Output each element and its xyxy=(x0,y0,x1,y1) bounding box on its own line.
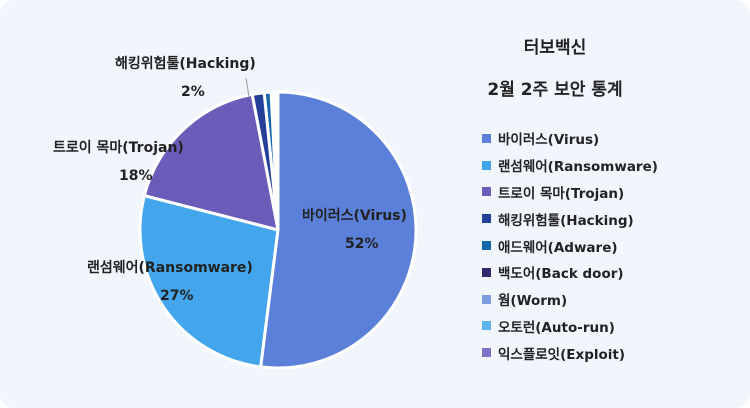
legend-swatch xyxy=(482,187,491,197)
legend: 바이러스(Virus) 랜섬웨어(Ransomware) 트로이 목마(Trojan… xyxy=(482,125,658,366)
legend-item: 웜(Worm) xyxy=(482,286,658,313)
legend-label: 익스플로잇(Exploit) xyxy=(498,346,626,363)
legend-label: 오토런(Auto-run) xyxy=(498,319,615,336)
data-label-virus-pct: 52% xyxy=(345,236,379,252)
legend-item: 오토런(Auto-run) xyxy=(482,313,658,340)
legend-label: 트로이 목마(Trojan) xyxy=(498,185,625,202)
data-label-ransomware-pct: 27% xyxy=(160,288,194,304)
legend-label: 애드웨어(Adware) xyxy=(498,239,618,256)
legend-item: 트로이 목마(Trojan) xyxy=(482,179,658,206)
legend-swatch xyxy=(482,294,491,304)
pie-slice xyxy=(259,90,418,370)
legend-label: 웜(Worm) xyxy=(498,293,568,310)
legend-swatch xyxy=(482,348,491,358)
data-label-hacking-name: 해킹위험툴(Hacking) xyxy=(115,56,256,72)
legend-item: 백도어(Back door) xyxy=(482,259,658,286)
legend-swatch xyxy=(482,133,491,143)
legend-label: 백도어(Back door) xyxy=(498,266,624,283)
legend-label: 해킹위험툴(Hacking) xyxy=(498,212,634,229)
data-label-hacking-pct: 2% xyxy=(181,84,205,100)
legend-label: 랜섬웨어(Ransomware) xyxy=(498,159,658,176)
legend-swatch xyxy=(482,267,491,277)
legend-item: 랜섬웨어(Ransomware) xyxy=(482,152,658,179)
legend-swatch xyxy=(482,241,491,251)
data-label-ransomware-name: 랜섬웨어(Ransomware) xyxy=(87,260,253,276)
pie-slice xyxy=(138,193,280,369)
legend-item: 애드웨어(Adware) xyxy=(482,232,658,259)
legend-swatch xyxy=(482,321,491,331)
data-label-virus-name: 바이러스(Virus) xyxy=(302,208,407,224)
legend-swatch xyxy=(482,160,491,170)
legend-item: 해킹위험툴(Hacking) xyxy=(482,205,658,232)
legend-swatch xyxy=(482,214,491,224)
legend-item: 바이러스(Virus) xyxy=(482,125,658,152)
chart-subtitle: 2월 2주 보안 통계 xyxy=(487,80,623,100)
data-label-trojan-name: 트로이 목마(Trojan) xyxy=(53,140,184,156)
chart-title: 터보백신 xyxy=(523,38,587,58)
legend-item: 익스플로잇(Exploit) xyxy=(482,339,658,366)
leader-line xyxy=(245,77,250,98)
pie-slice xyxy=(142,92,280,233)
legend-label: 바이러스(Virus) xyxy=(498,132,600,149)
data-label-trojan-pct: 18% xyxy=(119,168,153,184)
